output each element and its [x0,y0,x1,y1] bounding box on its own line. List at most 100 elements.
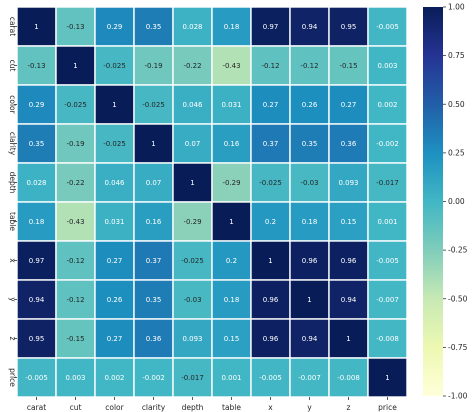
cell-label: 0.95 [341,23,357,31]
cell-label: 0.07 [185,140,201,148]
cell-label: 0.29 [29,101,45,109]
cell-label: 0.003 [377,62,397,70]
cell-label: 0.18 [29,218,45,226]
heatmap-cell-price-y [289,357,330,398]
cell-label: -0.017 [376,179,399,187]
cell-label: -0.19 [66,140,84,148]
heatmap-cell-y-price [367,279,408,320]
x-tick-label: depth [182,403,204,412]
colorbar-tick-label: 0.25 [448,148,465,157]
heatmap-cell-color-price [367,84,408,125]
cell-label: 1 [307,296,311,304]
heatmap-cell-x-z [328,240,369,281]
heatmap-cell-x-y [289,240,330,281]
cell-label: -0.22 [183,62,201,70]
y-tick-label: table [8,212,17,231]
x-tick-label: carat [27,403,46,412]
heatmap-cell-y-color [94,279,135,320]
heatmap-cell-cut-cut [55,45,96,86]
cell-label: 1 [112,101,116,109]
heatmap-cell-table-clarity [133,201,174,242]
cell-label: -0.29 [222,179,240,187]
cell-label: -0.43 [222,62,240,70]
cell-label: 0.2 [265,218,276,226]
y-tick-label: clarity [8,132,17,156]
y-tick-label: price [8,368,17,387]
cell-label: -0.12 [300,62,318,70]
heatmap-cell-cut-x [250,45,291,86]
y-tick-label: y [8,297,17,302]
x-tick-label: cut [70,403,82,412]
cell-label: 0.2 [226,257,237,265]
heatmap-cell-table-table [211,201,252,242]
heatmap-cell-x-table [211,240,252,281]
heatmap-cell-price-table [211,357,252,398]
heatmap-cell-price-x [250,357,291,398]
heatmap-cell-labels: 1 -0.13 0.29 0.35 0.028 0.18 0.97 0.94 0.95 -0.00… [25,23,399,382]
cell-label: -0.025 [142,101,165,109]
cell-label: 0.046 [182,101,203,109]
cell-label: -0.005 [259,374,282,382]
heatmap-cell-carat-price [367,6,408,47]
heatmap-cell-z-y [289,318,330,359]
cell-label: -0.025 [181,257,204,265]
heatmap-cell-table-carat [16,201,57,242]
heatmap-cell-table-depth [172,201,213,242]
heatmap-cell-carat-y [289,6,330,47]
cell-label: 0.18 [224,296,240,304]
cell-label: 0.96 [341,257,357,265]
cell-label: 0.093 [338,179,358,187]
cell-label: 0.95 [29,335,45,343]
cell-label: 1 [190,179,194,187]
heatmap-cell-color-z [328,84,369,125]
cell-label: -0.017 [181,374,204,382]
heatmap-cell-depth-table [211,162,252,203]
colorbar-tick-label: -0.25 [448,246,468,255]
cell-label: -0.007 [376,296,399,304]
heatmap-cell-table-z [328,201,369,242]
heatmap-cell-cut-table [211,45,252,86]
cell-label: 1 [268,257,272,265]
cell-label: -0.12 [66,257,84,265]
cell-label: -0.005 [376,23,399,31]
heatmap-cell-z-cut [55,318,96,359]
heatmap-cell-clarity-carat [16,123,57,164]
y-axis-ticks: carat cut color clarity depth table x y z price [8,17,17,387]
heatmap-cell-price-carat [16,357,57,398]
cell-label: -0.025 [103,62,126,70]
colorbar-gradient [423,7,443,396]
cell-label: 0.028 [182,23,202,31]
heatmap-cell-color-color [94,84,135,125]
y-tick-label: cut [8,60,17,72]
cell-label: 0.001 [377,218,397,226]
cell-label: -0.29 [183,218,201,226]
colorbar-tick-label: 0.75 [448,51,465,60]
heatmap-cell-cut-z [328,45,369,86]
heatmap-cell-depth-z [328,162,369,203]
heatmap-cell-x-carat [16,240,57,281]
colorbar-tick-label: 1.00 [448,3,465,12]
cell-label: -0.19 [144,62,162,70]
cell-label: 0.35 [29,140,45,148]
cell-label: 0.001 [221,374,241,382]
colorbar-tick-label: 0.00 [448,197,465,206]
x-tick-label: color [105,403,124,412]
x-tick-label: table [222,403,241,412]
cell-label: 0.96 [302,257,318,265]
cell-label: 1 [229,218,233,226]
y-tick-label: carat [8,17,17,36]
cell-label: 0.27 [263,101,279,109]
cell-label: 1 [34,23,38,31]
colorbar-tick-label: 0.50 [448,100,465,109]
cell-label: 0.37 [146,257,162,265]
cell-label: 0.18 [302,218,318,226]
heatmap-cell-y-x [250,279,291,320]
cell-label: 1 [73,62,77,70]
cell-label: 1 [346,335,350,343]
cell-label: 0.35 [146,296,162,304]
heatmap-cell-color-cut [55,84,96,125]
heatmap-cell-color-x [250,84,291,125]
y-tick-label: x [8,258,17,263]
colorbar-tick-label: -1.00 [448,392,468,401]
heatmap-cell-x-clarity [133,240,174,281]
